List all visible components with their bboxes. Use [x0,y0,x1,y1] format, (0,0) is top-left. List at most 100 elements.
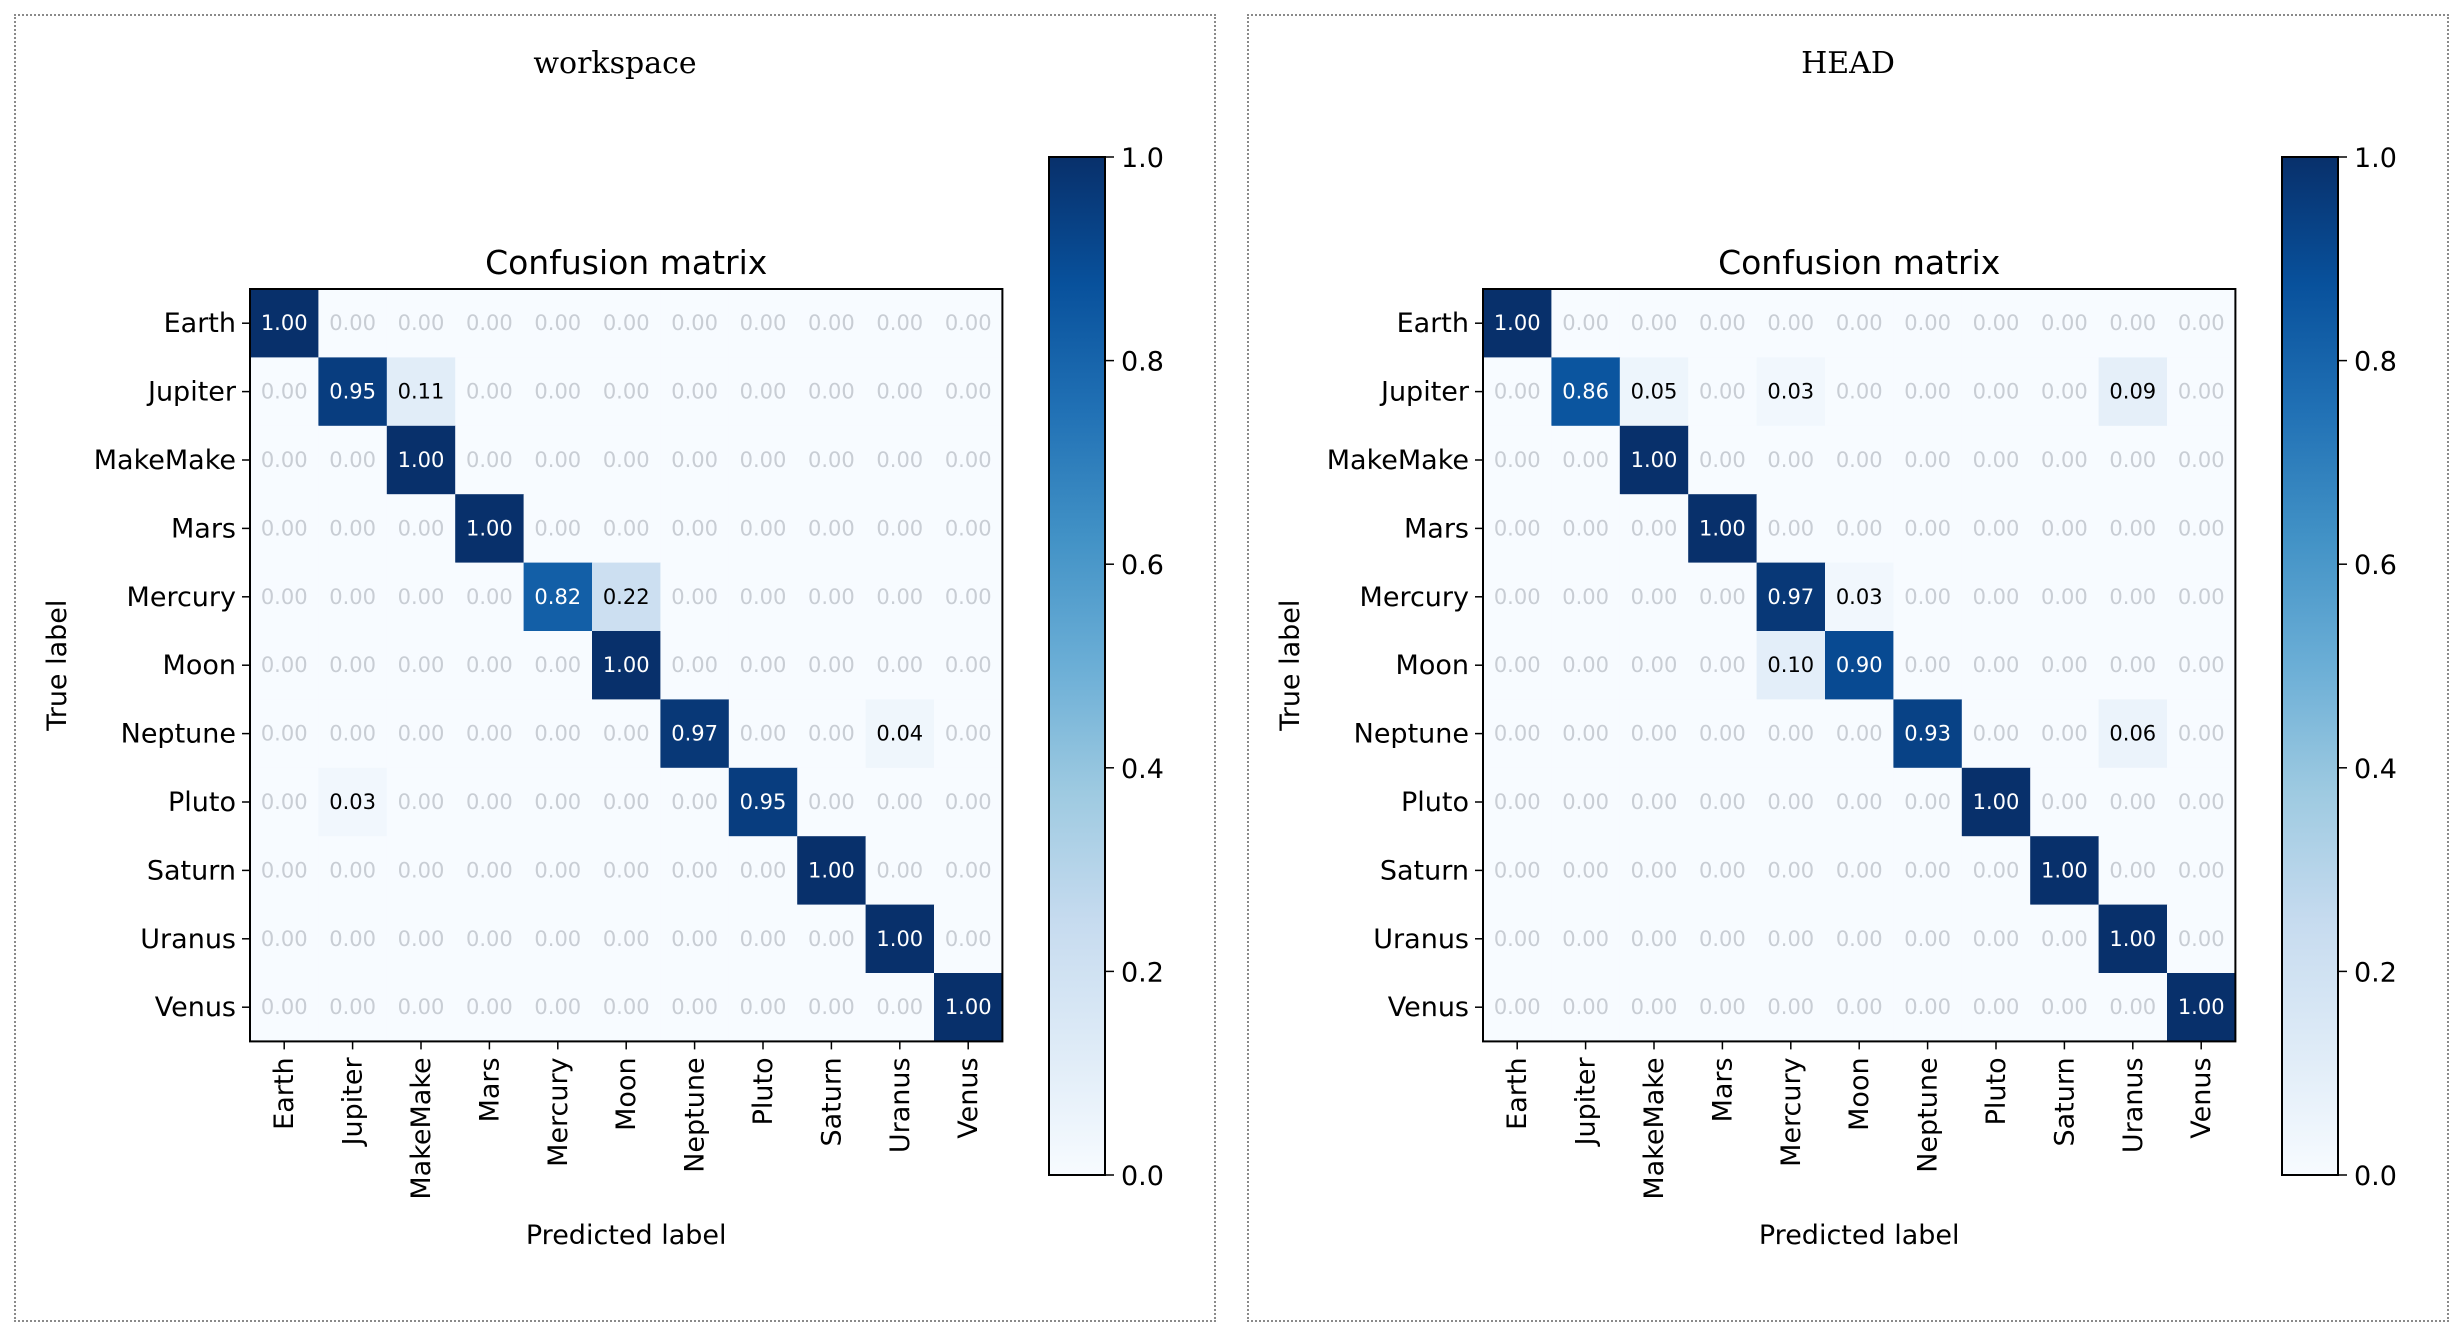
cell-value: 0.00 [1631,858,1678,882]
heatmap-cell [250,631,319,700]
cell-value: 0.00 [398,653,445,677]
heatmap-cell [1961,494,2031,564]
heatmap-cell [1893,767,1963,837]
heatmap-cell [455,973,525,1042]
heatmap-cell [2167,699,2236,769]
cell-value: 0.00 [1836,380,1883,404]
heatmap-cell [1619,904,1689,974]
cell-value: 0.00 [603,858,650,882]
cell-value: 0.00 [740,311,787,335]
heatmap-cell [728,767,798,837]
cell-value: 0.00 [261,722,308,746]
heatmap-cell [1961,289,2031,358]
cell-value: 0.00 [398,858,445,882]
cell-value: 0.00 [671,585,718,609]
heatmap-cell [386,562,456,632]
cell-value: 0.00 [876,516,923,540]
heatmap-cell [523,836,593,906]
cell-value: 0.00 [1836,790,1883,814]
heatmap-cell [728,357,798,427]
heatmap-cell [1483,562,1552,632]
cell-value: 0.00 [1904,380,1951,404]
heatmap-cell [2167,767,2236,837]
heatmap-cell [592,562,661,632]
heatmap-cell [1756,289,1826,358]
heatmap-cell [1893,425,1963,495]
cell-value: 0.00 [1699,927,1746,951]
cell-value: 0.00 [2178,311,2225,335]
cell-value: 0.00 [1973,927,2020,951]
heatmap-cell [386,699,456,769]
heatmap-cell [1893,973,1963,1042]
heatmap-cell [660,562,730,632]
heatmap-cell [1551,699,1621,769]
panel-head: HEAD Confusion matrix 1.00 0.00 0.00 0.00 0.0… [1247,14,2449,1322]
heatmap-cell [318,973,388,1042]
cell-value: 0.00 [671,995,718,1019]
cell-value: 0.00 [603,790,650,814]
cell-value: 0.00 [603,722,650,746]
cell-value: 0.00 [2178,380,2225,404]
heatmap-cell [1483,699,1552,769]
cell-value: 0.00 [329,585,376,609]
cell-value: 0.00 [1494,927,1541,951]
heatmap-cell [1961,425,2031,495]
cell-value: 0.00 [1699,858,1746,882]
cell-value: 0.00 [740,653,787,677]
x-tick-label: Pluto [748,1057,779,1125]
heatmap-cell [2167,425,2236,495]
heatmap-cell [1551,631,1621,700]
heatmap-cell [1483,767,1552,837]
heatmap-cell [1551,767,1621,837]
heatmap-cell [1756,631,1826,700]
cell-value: 0.00 [1699,653,1746,677]
cell-value: 0.00 [329,722,376,746]
heatmap-cell [865,973,935,1042]
cell-value: 0.00 [398,790,445,814]
cell-value: 0.00 [808,585,855,609]
chart-title: Confusion matrix [485,243,767,282]
heatmap-cell [797,836,867,906]
heatmap-cell [455,562,525,632]
heatmap-cell [1961,904,2031,974]
cell-value: 1.00 [2178,995,2225,1019]
cell-value: 1.00 [1631,448,1678,472]
heatmap-cell [250,973,319,1042]
heatmap-cell [934,562,1003,632]
cell-value: 0.00 [329,995,376,1019]
cell-value: 0.00 [671,790,718,814]
heatmap-cell [1961,631,2031,700]
heatmap-cell [455,425,525,495]
cell-value: 0.00 [603,448,650,472]
heatmap-cell [728,631,798,700]
heatmap-cell [865,767,935,837]
heatmap-cell [455,494,525,564]
cell-value: 0.03 [1767,380,1814,404]
heatmap-cell [1893,904,1963,974]
heatmap-cell [1551,973,1621,1042]
cell-value: 1.00 [603,653,650,677]
cell-value: 0.00 [261,995,308,1019]
cell-value: 0.93 [1904,722,1951,746]
heatmap-cell [660,289,730,358]
cell-value: 0.00 [808,311,855,335]
cell-value: 0.90 [1836,653,1883,677]
colorbar-tick-label: 0.6 [1121,550,1164,581]
heatmap-cell [1961,836,2031,906]
cell-value: 1.00 [1494,311,1541,335]
heatmap-cell [1619,357,1689,427]
cell-value: 0.00 [603,311,650,335]
y-tick-label: Neptune [121,719,236,750]
cell-value: 0.00 [398,516,445,540]
cell-value: 0.00 [603,927,650,951]
cell-value: 0.10 [1767,653,1814,677]
x-axis-label: Predicted label [1759,1220,1960,1251]
cell-value: 0.00 [2178,722,2225,746]
heatmap-cell [660,767,730,837]
cell-value: 0.00 [945,448,992,472]
cell-value: 0.00 [329,927,376,951]
heatmap-cell [797,425,867,495]
heatmap-cell [797,494,867,564]
cell-value: 0.00 [398,927,445,951]
heatmap-cell [1551,904,1621,974]
